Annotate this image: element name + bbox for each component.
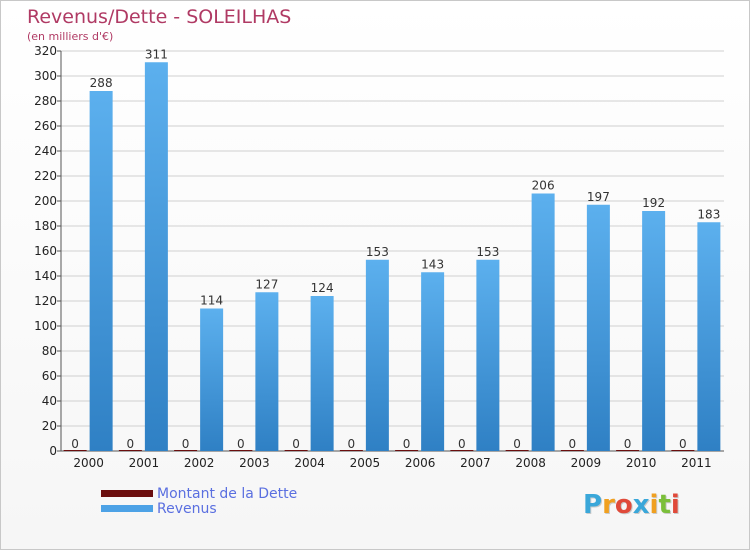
legend: Montant de la Dette Revenus — [101, 485, 298, 517]
legend-swatch-dette — [101, 490, 153, 497]
bar-dette — [118, 450, 142, 451]
data-label-revenus: 153 — [366, 245, 389, 259]
data-label-dette: 0 — [237, 437, 245, 451]
logo-letter: r — [602, 490, 615, 520]
bar-dette — [229, 450, 253, 451]
data-label-dette: 0 — [513, 437, 521, 451]
bar-revenus — [365, 259, 389, 451]
x-tick-label: 2011 — [681, 456, 712, 470]
y-tick-label: 20 — [42, 419, 57, 433]
logo-letter: i — [649, 490, 659, 520]
logo-letter: i — [670, 490, 680, 520]
chart-unit-label: (en milliers d'€) — [27, 30, 114, 43]
data-label-revenus: 206 — [532, 179, 555, 193]
bar-revenus — [642, 211, 666, 451]
y-tick-label: 80 — [42, 344, 57, 358]
data-label-dette: 0 — [292, 437, 300, 451]
data-label-dette: 0 — [458, 437, 466, 451]
legend-label-revenus: Revenus — [157, 500, 217, 517]
bar-revenus — [255, 292, 279, 451]
bar-dette — [450, 450, 474, 451]
data-label-revenus: 311 — [145, 47, 168, 61]
proxiti-logo: Proxiti — [583, 490, 680, 520]
x-tick-label: 2006 — [405, 456, 436, 470]
data-label-revenus: 143 — [421, 257, 444, 271]
y-tick-label: 40 — [42, 394, 57, 408]
y-tick-label: 240 — [34, 144, 57, 158]
data-label-revenus: 183 — [697, 207, 720, 221]
x-tick-label: 2009 — [571, 456, 602, 470]
data-label-dette: 0 — [127, 437, 135, 451]
legend-item-dette: Montant de la Dette — [101, 485, 298, 502]
data-label-revenus: 153 — [476, 245, 499, 259]
y-tick-label: 300 — [34, 69, 57, 83]
y-tick-label: 220 — [34, 169, 57, 183]
chart-title: Revenus/Dette - SOLEILHAS — [27, 6, 292, 28]
y-tick-label: 260 — [34, 119, 57, 133]
legend-label-dette: Montant de la Dette — [157, 485, 298, 502]
x-tick-label: 2003 — [239, 456, 270, 470]
bar-revenus — [586, 204, 610, 451]
data-label-dette: 0 — [569, 437, 577, 451]
x-tick-label: 2007 — [460, 456, 491, 470]
bar-dette — [284, 450, 308, 451]
bar-revenus — [144, 62, 168, 451]
y-tick-label: 160 — [34, 244, 57, 258]
y-tick-label: 200 — [34, 194, 57, 208]
x-tick-label: 2004 — [294, 456, 325, 470]
y-tick-label: 180 — [34, 219, 57, 233]
data-label-dette: 0 — [71, 437, 79, 451]
bar-revenus — [310, 296, 334, 451]
data-label-dette: 0 — [182, 437, 190, 451]
data-label-dette: 0 — [348, 437, 356, 451]
legend-swatch-revenus — [101, 505, 153, 512]
y-tick-label: 320 — [34, 44, 57, 58]
y-tick-label: 100 — [34, 319, 57, 333]
x-tick-label: 2010 — [626, 456, 657, 470]
bar-revenus — [421, 272, 445, 451]
logo-letter: P — [583, 490, 603, 520]
x-tick-label: 2005 — [350, 456, 381, 470]
bar-dette — [671, 450, 695, 451]
bar-dette — [395, 450, 419, 451]
x-tick-label: 2008 — [515, 456, 546, 470]
bar-revenus — [89, 91, 113, 451]
bar-revenus — [200, 308, 224, 451]
legend-item-revenus: Revenus — [101, 500, 297, 517]
data-label-revenus: 197 — [587, 190, 610, 204]
y-tick-label: 0 — [49, 444, 57, 458]
bar-dette — [339, 450, 363, 451]
bar-dette — [174, 450, 198, 451]
y-tick-label: 140 — [34, 269, 57, 283]
data-label-revenus: 192 — [642, 196, 665, 210]
data-label-dette: 0 — [403, 437, 411, 451]
logo-letter: t — [658, 490, 671, 520]
y-tick-label: 280 — [34, 94, 57, 108]
y-tick-label: 60 — [42, 369, 57, 383]
x-tick-label: 2002 — [184, 456, 215, 470]
data-label-dette: 0 — [679, 437, 687, 451]
data-label-revenus: 127 — [255, 277, 278, 291]
bar-revenus — [697, 222, 721, 451]
data-label-revenus: 288 — [90, 76, 113, 90]
bar-dette — [505, 450, 529, 451]
bar-dette — [616, 450, 640, 451]
bar-revenus — [531, 193, 555, 451]
logo-letter: x — [632, 490, 650, 520]
bar-revenus — [476, 259, 500, 451]
x-tick-label: 2001 — [129, 456, 160, 470]
data-label-dette: 0 — [624, 437, 632, 451]
logo-letter: o — [614, 490, 633, 520]
bar-dette — [63, 450, 87, 451]
data-label-revenus: 124 — [311, 281, 334, 295]
data-label-revenus: 114 — [200, 294, 223, 308]
x-tick-label: 2000 — [73, 456, 104, 470]
bar-dette — [560, 450, 584, 451]
y-tick-label: 120 — [34, 294, 57, 308]
